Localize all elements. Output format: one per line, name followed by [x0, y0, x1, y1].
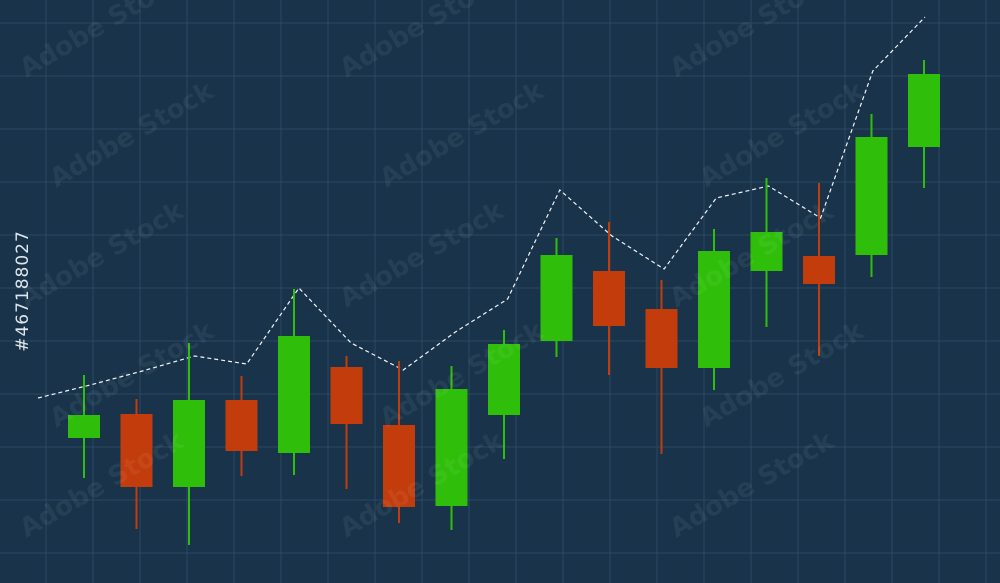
candle-body [803, 256, 835, 284]
candle-bullish [750, 178, 783, 327]
candle-body [435, 389, 468, 506]
candle-body [750, 232, 783, 271]
candle-bullish [855, 114, 888, 277]
candle-bearish [383, 361, 415, 523]
candle-bullish [698, 229, 730, 390]
candle-bearish [120, 399, 153, 529]
candle-body [593, 271, 625, 326]
candle-bullish [173, 343, 205, 545]
candle-body [645, 309, 678, 368]
candle-bearish [803, 183, 835, 356]
candle-bearish [330, 356, 363, 489]
candle-bullish [278, 289, 310, 475]
candle-body [908, 74, 940, 147]
candle-bullish [488, 330, 520, 459]
candle-body [330, 367, 363, 424]
candle-bearish [645, 280, 678, 454]
candle-body [68, 415, 100, 438]
stock-id-label: #467188027 [13, 230, 33, 352]
candle-body [488, 344, 520, 415]
candle-body [225, 400, 258, 451]
candles [68, 60, 940, 545]
candle-bullish [908, 60, 940, 188]
candle-bullish [540, 238, 573, 357]
candle-body [383, 425, 415, 507]
candle-body [173, 400, 205, 487]
candle-body [540, 255, 573, 341]
candle-body [278, 336, 310, 453]
candle-bullish [68, 375, 100, 478]
candle-body [120, 414, 153, 487]
candle-body [855, 137, 888, 255]
candle-bearish [225, 376, 258, 476]
candle-bearish [593, 222, 625, 375]
candle-bullish [435, 366, 468, 530]
candle-body [698, 251, 730, 368]
